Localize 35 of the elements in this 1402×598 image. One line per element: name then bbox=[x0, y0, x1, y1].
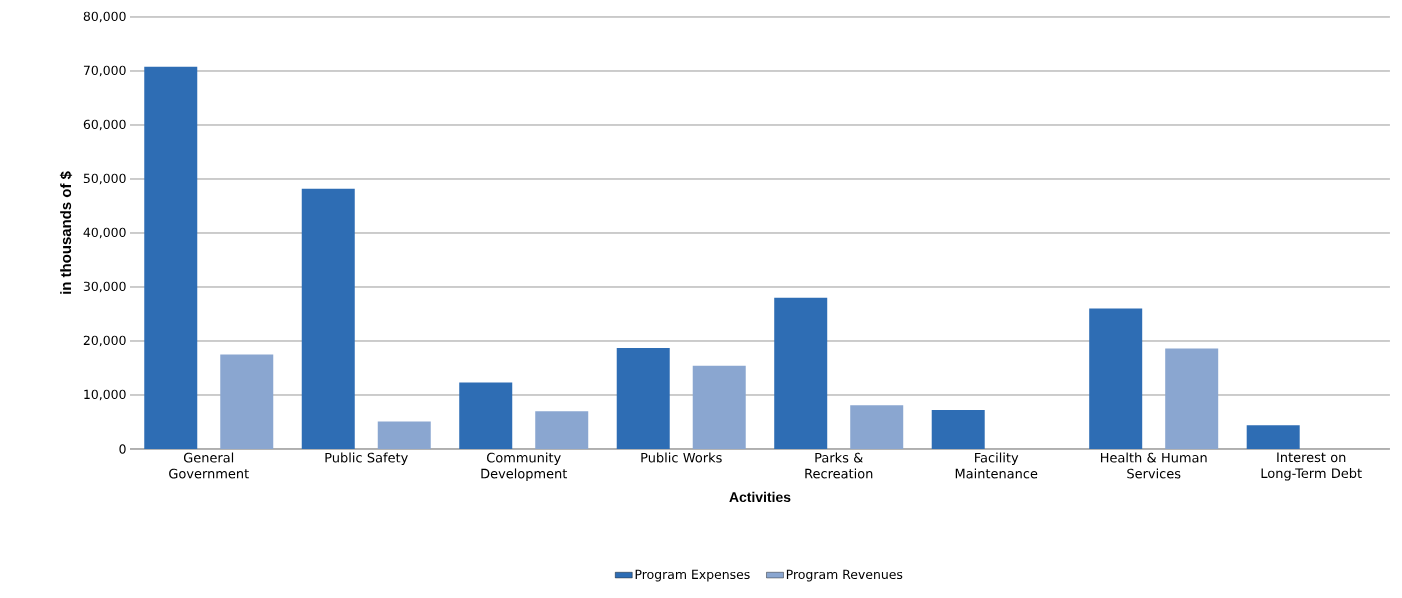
bar bbox=[616, 348, 670, 449]
x-tick-label: Interest on Long-Term Debt bbox=[1261, 452, 1362, 481]
y-tick-label: 60,000 bbox=[83, 119, 126, 131]
bar bbox=[774, 297, 828, 449]
x-tick-label: Facility Maintenance bbox=[955, 452, 1038, 479]
y-tick-label: 30,000 bbox=[83, 281, 126, 293]
bar bbox=[144, 66, 198, 449]
bar bbox=[1165, 348, 1219, 449]
bar bbox=[692, 365, 746, 449]
y-axis-title: in thousands of $ bbox=[59, 171, 73, 294]
x-tick-label: Parks & Recreation bbox=[805, 452, 873, 479]
x-tick-label: Health & Human Services bbox=[1100, 452, 1207, 479]
bar bbox=[1246, 425, 1300, 449]
legend-label: Program Expenses bbox=[635, 569, 750, 582]
bar bbox=[377, 421, 431, 449]
bar bbox=[850, 405, 904, 449]
x-tick-label: Public Works bbox=[641, 452, 722, 463]
y-tick-label: 20,000 bbox=[83, 335, 126, 347]
bar bbox=[301, 188, 355, 449]
y-tick-label: 80,000 bbox=[83, 11, 126, 23]
bar bbox=[459, 382, 513, 449]
x-tick-label: Public Safety bbox=[325, 452, 408, 466]
y-tick-label: 70,000 bbox=[83, 65, 126, 77]
bar bbox=[220, 354, 274, 449]
bar bbox=[535, 411, 589, 449]
bar bbox=[931, 410, 985, 449]
x-tick-label: Community Development bbox=[481, 452, 568, 481]
y-tick-label: 0 bbox=[119, 444, 126, 454]
x-tick-label: General Government bbox=[169, 452, 249, 479]
bar bbox=[1089, 308, 1143, 449]
y-tick-label: 40,000 bbox=[83, 227, 126, 239]
y-tick-label: 50,000 bbox=[83, 173, 126, 185]
legend-label: Program Revenues bbox=[786, 569, 903, 582]
x-axis-title: Activities bbox=[729, 491, 791, 503]
y-tick-label: 10,000 bbox=[84, 389, 126, 401]
